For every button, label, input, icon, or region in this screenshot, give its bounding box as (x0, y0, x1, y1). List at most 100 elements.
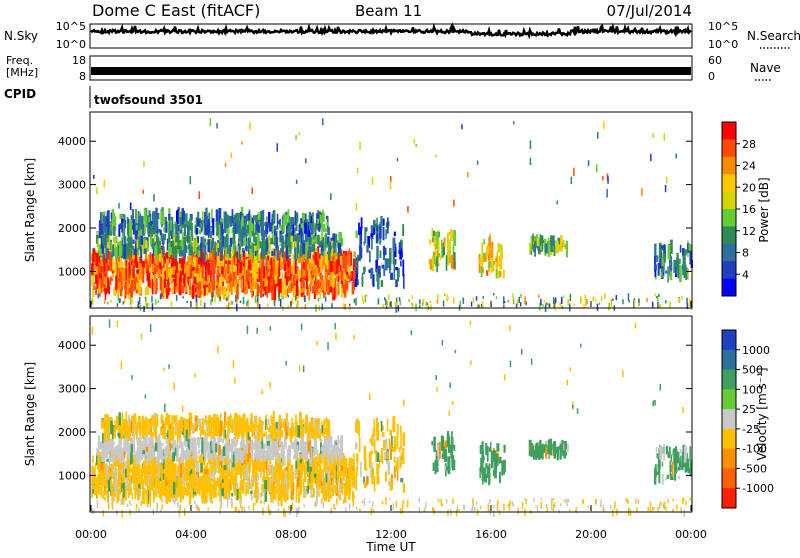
echo-cell (433, 463, 435, 472)
ground-scatter-cell (182, 296, 184, 298)
echo-cell (294, 443, 296, 452)
cbar-swatch (722, 192, 736, 210)
echo-cell (399, 456, 401, 469)
echo-cell (213, 484, 215, 492)
echo-cell (121, 222, 123, 233)
ground-scatter-cell (235, 295, 237, 302)
echo-cell (263, 242, 265, 253)
echo-cell (207, 219, 209, 236)
ground-scatter-cell (104, 301, 106, 304)
echo-cell (205, 415, 207, 423)
echo-cell (400, 478, 403, 482)
echo-cell (184, 467, 186, 482)
echo-cell (152, 229, 155, 234)
echo-cell (154, 275, 156, 290)
ground-scatter-cell (612, 299, 614, 302)
echo-cell (534, 241, 536, 257)
echo-cell (388, 461, 390, 474)
echo-cell (486, 270, 488, 276)
echo-cell (334, 446, 337, 452)
echo-cell (167, 415, 169, 429)
echo-cell (106, 463, 108, 476)
echo-cell (120, 441, 122, 446)
echo-cell (182, 208, 184, 224)
echo-cell (112, 273, 114, 279)
echo-cell (315, 237, 318, 243)
ground-scatter-cell (274, 300, 276, 306)
echo-cell (285, 484, 287, 491)
echo-cell (224, 465, 227, 470)
echo-cell (302, 462, 305, 472)
echo-cell (318, 267, 320, 273)
echo-cell (295, 438, 296, 444)
echo-cell (164, 280, 166, 288)
echo-cell (435, 460, 437, 474)
echo-cell (245, 471, 246, 476)
ground-scatter-cell (419, 299, 421, 304)
echo-cell (276, 444, 279, 448)
sparse-echo-cell (225, 163, 227, 167)
sparse-echo-cell (252, 188, 254, 194)
echo-cell (349, 254, 351, 267)
ground-scatter-cell (143, 306, 145, 312)
ground-scatter-cell (130, 297, 132, 305)
sparse-echo-cell (477, 161, 479, 165)
cbar-swatch (722, 261, 736, 279)
echo-cell (104, 414, 107, 430)
echo-cell (235, 258, 237, 264)
cbar-swatch (722, 226, 736, 244)
echo-cell (327, 280, 330, 286)
echo-cell (132, 467, 134, 482)
echo-cell (119, 483, 121, 494)
echo-cell (301, 223, 304, 228)
ground-scatter-cell (574, 304, 576, 307)
echo-cell (380, 454, 382, 462)
echo-cell (152, 264, 155, 272)
echo-cell (200, 425, 202, 439)
ground-scatter-cell (240, 300, 242, 303)
echo-cell (172, 275, 175, 278)
echo-cell (138, 216, 140, 231)
ground-scatter-cell (583, 304, 585, 308)
echo-cell (180, 442, 182, 447)
echo-cell (348, 467, 350, 478)
echo-cell (429, 239, 431, 244)
echo-cell (301, 447, 303, 453)
echo-cell (126, 268, 127, 280)
echo-cell (166, 433, 168, 437)
echo-cell (145, 437, 147, 445)
freq-label-line2: [MHz] (6, 66, 38, 79)
echo-cell (540, 240, 542, 246)
ground-scatter-cell (365, 295, 367, 303)
echo-cell (312, 286, 314, 293)
sparse-echo-cell (530, 140, 532, 149)
echo-cell (491, 451, 493, 463)
echo-cell (333, 243, 336, 248)
echo-cell (537, 238, 539, 246)
echo-cell (281, 423, 283, 429)
ground-scatter-cell (110, 300, 112, 303)
cbar-tick-label: 16 (742, 203, 756, 216)
cbar-swatch (722, 209, 736, 227)
echo-cell (254, 267, 256, 282)
echo-cell (328, 481, 331, 492)
echo-cell (252, 479, 254, 487)
echo-cell (105, 489, 107, 495)
echo-cell (123, 474, 125, 478)
echo-cell (154, 213, 157, 228)
ground-scatter-cell (292, 298, 294, 304)
echo-cell (268, 212, 270, 223)
echo-cell (330, 286, 333, 292)
echo-cell (225, 421, 228, 425)
echo-cell (453, 445, 455, 451)
echo-cell (236, 482, 239, 489)
sparse-echo-cell (241, 141, 243, 144)
echo-cell (210, 227, 213, 231)
ground-scatter-cell (220, 297, 222, 302)
echo-cell (120, 449, 122, 464)
echo-cell (377, 422, 379, 431)
echo-cell (495, 258, 497, 262)
echo-cell (402, 260, 404, 277)
echo-cell (403, 274, 405, 289)
echo-cell (196, 228, 198, 234)
